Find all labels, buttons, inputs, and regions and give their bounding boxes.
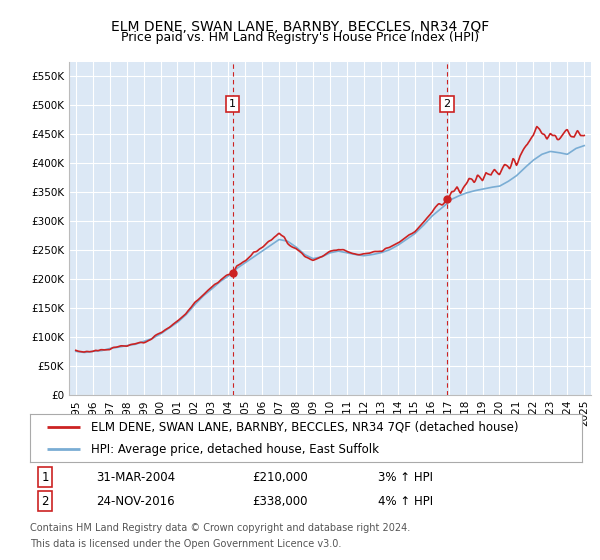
Text: ELM DENE, SWAN LANE, BARNBY, BECCLES, NR34 7QF (detached house): ELM DENE, SWAN LANE, BARNBY, BECCLES, NR… bbox=[91, 421, 518, 434]
Text: HPI: Average price, detached house, East Suffolk: HPI: Average price, detached house, East… bbox=[91, 442, 379, 456]
Text: Contains HM Land Registry data © Crown copyright and database right 2024.: Contains HM Land Registry data © Crown c… bbox=[30, 523, 410, 533]
Text: 31-MAR-2004: 31-MAR-2004 bbox=[96, 470, 175, 484]
Text: This data is licensed under the Open Government Licence v3.0.: This data is licensed under the Open Gov… bbox=[30, 539, 341, 549]
Text: Price paid vs. HM Land Registry's House Price Index (HPI): Price paid vs. HM Land Registry's House … bbox=[121, 31, 479, 44]
Text: £338,000: £338,000 bbox=[252, 494, 308, 508]
Text: 1: 1 bbox=[229, 99, 236, 109]
Text: ELM DENE, SWAN LANE, BARNBY, BECCLES, NR34 7QF: ELM DENE, SWAN LANE, BARNBY, BECCLES, NR… bbox=[111, 20, 489, 34]
Text: 4% ↑ HPI: 4% ↑ HPI bbox=[378, 494, 433, 508]
Text: 2: 2 bbox=[41, 494, 49, 508]
Text: 1: 1 bbox=[41, 470, 49, 484]
Text: 2: 2 bbox=[443, 99, 451, 109]
Text: £210,000: £210,000 bbox=[252, 470, 308, 484]
Text: 3% ↑ HPI: 3% ↑ HPI bbox=[378, 470, 433, 484]
Text: 24-NOV-2016: 24-NOV-2016 bbox=[96, 494, 175, 508]
